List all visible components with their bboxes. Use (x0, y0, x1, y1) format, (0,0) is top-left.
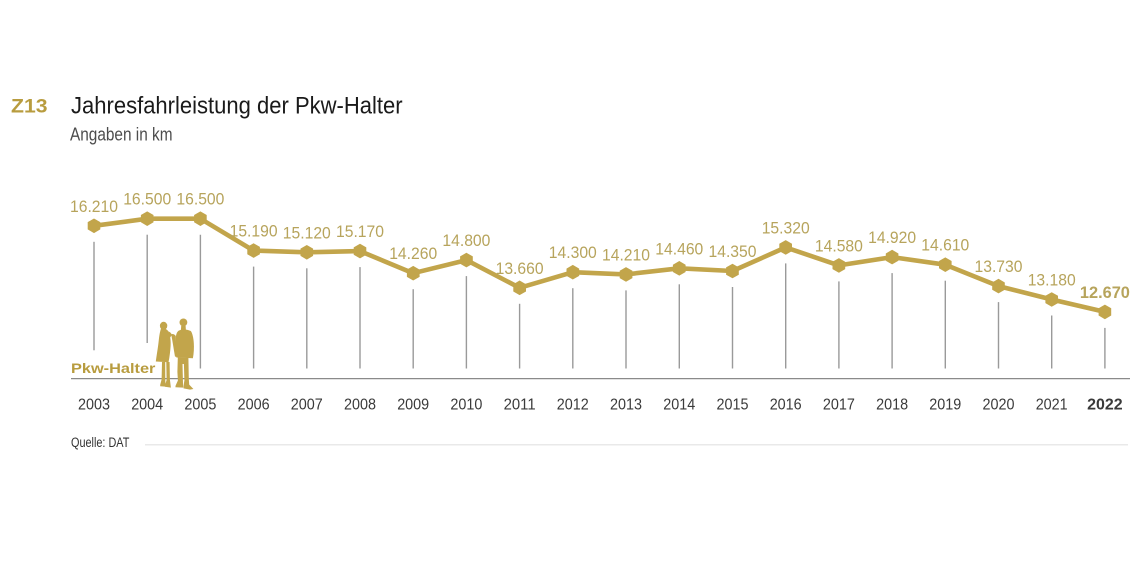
svg-text:2007: 2007 (291, 397, 323, 414)
svg-text:15.120: 15.120 (283, 224, 331, 242)
svg-text:2014: 2014 (663, 397, 695, 414)
svg-text:14.460: 14.460 (655, 240, 703, 258)
svg-text:14.350: 14.350 (709, 243, 757, 261)
svg-text:14.800: 14.800 (442, 232, 490, 250)
svg-text:Z13: Z13 (11, 96, 48, 118)
svg-text:12.670: 12.670 (1080, 284, 1130, 302)
svg-text:15.190: 15.190 (230, 223, 278, 241)
svg-text:13.730: 13.730 (975, 258, 1023, 276)
svg-text:2006: 2006 (238, 397, 270, 414)
svg-text:2011: 2011 (504, 397, 536, 414)
svg-text:2005: 2005 (184, 397, 216, 414)
svg-text:2012: 2012 (557, 397, 589, 414)
svg-text:2015: 2015 (717, 397, 749, 414)
svg-text:Pkw-Halter: Pkw-Halter (71, 360, 156, 376)
svg-text:14.920: 14.920 (868, 229, 916, 247)
svg-text:2003: 2003 (78, 397, 110, 414)
svg-text:15.170: 15.170 (336, 223, 384, 241)
svg-text:2020: 2020 (983, 397, 1015, 414)
svg-text:13.660: 13.660 (496, 260, 544, 278)
svg-text:14.610: 14.610 (921, 237, 969, 255)
svg-text:16.210: 16.210 (70, 198, 118, 216)
svg-text:2016: 2016 (770, 397, 802, 414)
svg-text:2013: 2013 (610, 397, 642, 414)
svg-text:2019: 2019 (929, 397, 961, 414)
svg-text:13.180: 13.180 (1028, 272, 1076, 290)
svg-text:2009: 2009 (397, 397, 429, 414)
svg-text:2018: 2018 (876, 397, 908, 414)
svg-text:14.260: 14.260 (389, 245, 437, 263)
svg-text:2008: 2008 (344, 397, 376, 414)
svg-text:15.320: 15.320 (762, 219, 810, 237)
svg-text:Angaben in km: Angaben in km (70, 125, 173, 145)
svg-text:2021: 2021 (1036, 397, 1068, 414)
svg-text:Quelle: DAT: Quelle: DAT (71, 435, 129, 450)
svg-text:2022: 2022 (1087, 397, 1123, 414)
svg-text:14.300: 14.300 (549, 244, 597, 262)
svg-text:2004: 2004 (131, 397, 163, 414)
svg-text:14.580: 14.580 (815, 237, 863, 255)
svg-text:16.500: 16.500 (176, 191, 224, 209)
svg-text:Jahresfahrleistung der Pkw-Hal: Jahresfahrleistung der Pkw-Halter (71, 93, 403, 120)
svg-text:2017: 2017 (823, 397, 855, 414)
svg-text:16.500: 16.500 (123, 191, 171, 209)
svg-text:2010: 2010 (450, 397, 482, 414)
svg-text:14.210: 14.210 (602, 246, 650, 264)
